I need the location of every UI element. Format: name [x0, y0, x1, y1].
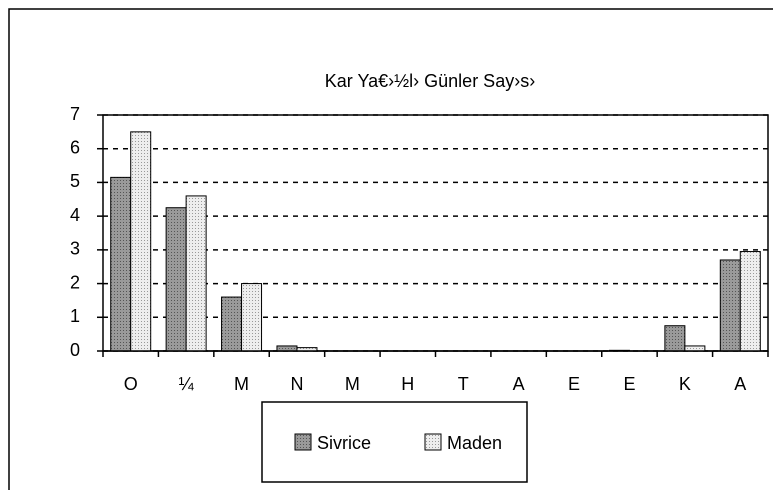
x-tick-label: H [401, 374, 414, 394]
legend-label: Maden [447, 433, 502, 453]
bar [165, 207, 187, 352]
bar [130, 131, 152, 352]
x-tick-label: T [458, 374, 469, 394]
x-tick-label: O [124, 374, 138, 394]
y-tick-label: 0 [70, 340, 80, 360]
y-tick-label: 2 [70, 272, 80, 292]
x-tick-label: M [345, 374, 360, 394]
legend-swatch [294, 433, 312, 451]
bar [684, 345, 706, 352]
y-tick-label: 6 [70, 137, 80, 157]
bar [739, 251, 761, 352]
bar [719, 259, 741, 352]
x-tick-label: A [513, 374, 525, 394]
bar [664, 325, 686, 352]
bar [241, 283, 263, 352]
x-tick-label: A [734, 374, 746, 394]
bar [185, 195, 207, 352]
y-tick-label: 1 [70, 306, 80, 326]
y-tick-label: 4 [70, 205, 80, 225]
chart-title: Kar Ya€›½l› Günler Say›s› [325, 71, 535, 91]
y-tick-label: 7 [70, 104, 80, 124]
bar [276, 345, 298, 352]
bar [110, 176, 132, 352]
legend-label: Sivrice [317, 433, 371, 453]
y-tick-label: 3 [70, 239, 80, 259]
x-tick-label: E [623, 374, 635, 394]
x-tick-label: ¼ [179, 374, 195, 394]
x-tick-label: K [679, 374, 691, 394]
bar [221, 296, 243, 352]
plot-area [102, 114, 769, 352]
x-tick-label: M [234, 374, 249, 394]
x-tick-label: E [568, 374, 580, 394]
x-tick-label: N [290, 374, 303, 394]
legend-swatch [424, 433, 442, 451]
y-tick-label: 5 [70, 171, 80, 191]
